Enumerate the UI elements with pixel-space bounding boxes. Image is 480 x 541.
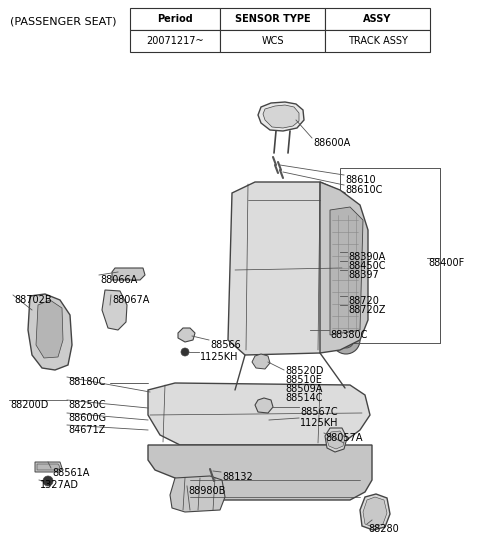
Text: WCS: WCS [261, 36, 284, 46]
Text: 88610: 88610 [345, 175, 376, 185]
Text: (PASSENGER SEAT): (PASSENGER SEAT) [10, 16, 117, 26]
Bar [130, 8, 220, 30]
Polygon shape [28, 294, 72, 370]
Text: 88397: 88397 [348, 270, 379, 280]
Text: 88514C: 88514C [285, 393, 323, 403]
Text: 1125KH: 1125KH [300, 418, 338, 428]
Text: 88509A: 88509A [285, 384, 323, 394]
Text: 88600A: 88600A [313, 138, 350, 148]
Text: 88067A: 88067A [112, 295, 149, 305]
Polygon shape [35, 462, 62, 472]
Text: ASSY: ASSY [363, 14, 392, 24]
Polygon shape [148, 383, 370, 445]
Polygon shape [325, 428, 347, 452]
Polygon shape [327, 431, 345, 449]
Bar [340, 168, 440, 343]
Polygon shape [178, 328, 195, 342]
Polygon shape [255, 398, 273, 413]
Polygon shape [263, 105, 299, 128]
Bar [220, 8, 325, 30]
Polygon shape [148, 445, 372, 500]
Text: 88250C: 88250C [68, 400, 106, 410]
Text: 88720Z: 88720Z [348, 305, 385, 315]
Text: 88702B: 88702B [14, 295, 52, 305]
Polygon shape [320, 182, 368, 353]
Text: 88280: 88280 [368, 524, 399, 534]
Text: 84671Z: 84671Z [68, 425, 106, 435]
Polygon shape [36, 300, 63, 358]
Polygon shape [170, 476, 225, 512]
Bar [325, 8, 430, 30]
Text: 88566: 88566 [210, 340, 241, 350]
Text: 88180C: 88180C [68, 377, 106, 387]
Text: 88057A: 88057A [325, 433, 362, 443]
Text: 88520D: 88520D [285, 366, 324, 376]
Text: SENSOR TYPE: SENSOR TYPE [235, 14, 310, 24]
Polygon shape [258, 102, 304, 131]
Text: 88066A: 88066A [100, 275, 137, 285]
Circle shape [43, 476, 53, 486]
Text: 88132: 88132 [222, 472, 253, 482]
Bar [130, 30, 220, 52]
Polygon shape [360, 494, 390, 530]
Polygon shape [102, 290, 127, 330]
Text: 88600G: 88600G [68, 413, 106, 423]
Text: 88980B: 88980B [188, 486, 226, 496]
Circle shape [46, 328, 54, 336]
Text: 88200D: 88200D [10, 400, 48, 410]
Text: 1327AD: 1327AD [40, 480, 79, 490]
Text: TRACK ASSY: TRACK ASSY [348, 36, 408, 46]
Text: 20071217~: 20071217~ [146, 36, 204, 46]
Polygon shape [330, 207, 363, 335]
Polygon shape [37, 464, 60, 470]
Text: 88380C: 88380C [330, 330, 367, 340]
Text: 88561A: 88561A [52, 468, 89, 478]
Text: 88510E: 88510E [285, 375, 322, 385]
Text: 88720: 88720 [348, 296, 379, 306]
Polygon shape [252, 354, 270, 369]
Polygon shape [363, 497, 387, 527]
Polygon shape [228, 182, 345, 355]
Text: Period: Period [157, 14, 193, 24]
Text: 88567C: 88567C [300, 407, 337, 417]
Circle shape [338, 332, 354, 348]
Circle shape [332, 326, 360, 354]
Text: 88610C: 88610C [345, 185, 383, 195]
Circle shape [41, 323, 59, 341]
Bar [325, 30, 430, 52]
Text: 88450C: 88450C [348, 261, 385, 271]
Text: 1125KH: 1125KH [200, 352, 239, 362]
Polygon shape [112, 268, 145, 280]
Text: 88400F: 88400F [428, 258, 464, 268]
Bar [220, 30, 325, 52]
Circle shape [181, 348, 189, 356]
Circle shape [261, 416, 269, 424]
Text: 88390A: 88390A [348, 252, 385, 262]
